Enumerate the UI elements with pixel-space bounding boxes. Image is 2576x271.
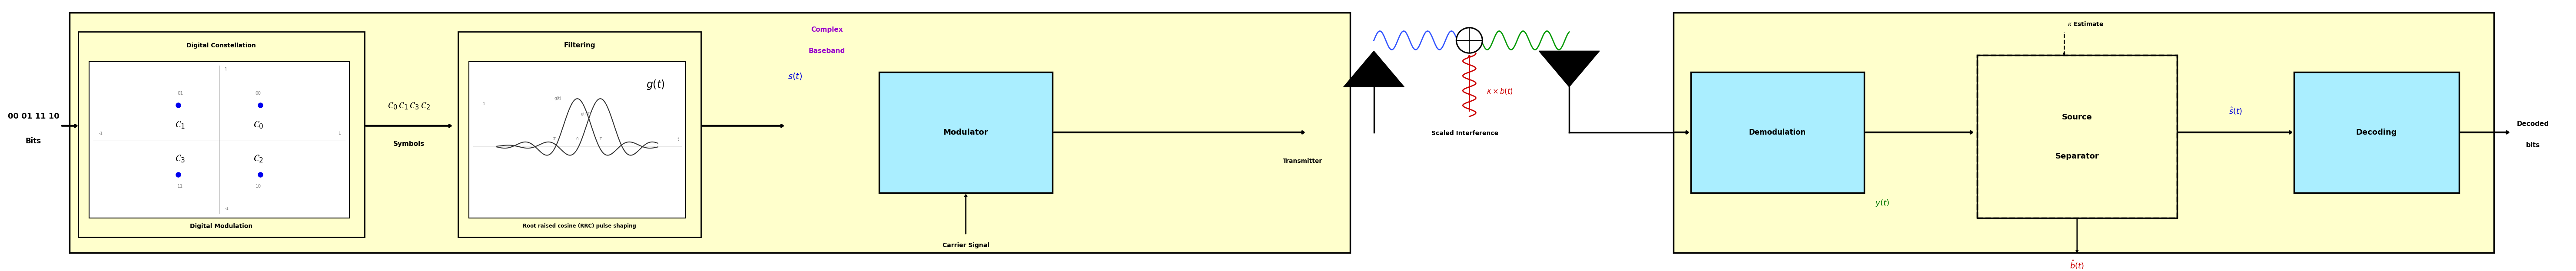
Text: Baseband: Baseband: [809, 48, 845, 54]
Text: Root raised cosine (RRC) pulse shaping: Root raised cosine (RRC) pulse shaping: [523, 223, 636, 229]
Text: g(t): g(t): [554, 96, 562, 100]
Text: Modulator: Modulator: [943, 128, 989, 136]
Text: Digital Constellation: Digital Constellation: [185, 42, 255, 49]
Text: $\mathcal{C}_2$: $\mathcal{C}_2$: [252, 154, 263, 164]
FancyBboxPatch shape: [2295, 72, 2460, 193]
Text: $\hat{s}(t)$: $\hat{s}(t)$: [2228, 106, 2241, 116]
Text: -T: -T: [554, 137, 556, 141]
Text: g(t-T): g(t-T): [580, 112, 592, 116]
FancyBboxPatch shape: [459, 32, 701, 237]
Text: -1: -1: [98, 131, 103, 136]
Polygon shape: [1345, 51, 1404, 87]
Text: -1: -1: [224, 207, 229, 211]
Text: Source: Source: [2061, 113, 2092, 121]
Text: 00: 00: [255, 91, 260, 95]
FancyBboxPatch shape: [469, 62, 685, 218]
Text: $s(t)$: $s(t)$: [788, 72, 801, 81]
Text: 01: 01: [178, 91, 183, 95]
Polygon shape: [1538, 51, 1600, 87]
FancyBboxPatch shape: [1674, 12, 2494, 253]
Text: $\mathcal{C}_0$: $\mathcal{C}_0$: [252, 120, 263, 130]
Text: Transmitter: Transmitter: [1283, 158, 1321, 164]
Text: 00 01 11 10: 00 01 11 10: [8, 113, 59, 120]
Text: Decoded: Decoded: [2517, 121, 2550, 127]
Text: Scaled Interference: Scaled Interference: [1432, 130, 1499, 137]
Text: Filtering: Filtering: [564, 42, 595, 49]
Text: Symbols: Symbols: [394, 141, 425, 147]
Text: bits: bits: [2527, 142, 2540, 148]
Text: Bits: Bits: [26, 137, 41, 145]
FancyBboxPatch shape: [90, 62, 350, 218]
Text: Digital Modulation: Digital Modulation: [191, 223, 252, 229]
FancyBboxPatch shape: [878, 72, 1054, 193]
FancyBboxPatch shape: [1978, 55, 2177, 218]
Text: Separator: Separator: [2056, 152, 2099, 160]
Text: $g(t)$: $g(t)$: [647, 79, 665, 91]
Text: Complex: Complex: [811, 27, 842, 33]
FancyBboxPatch shape: [77, 32, 366, 237]
Text: $\kappa \times b(t)$: $\kappa \times b(t)$: [1486, 87, 1512, 95]
Text: $\mathcal{C}_3$: $\mathcal{C}_3$: [175, 154, 185, 164]
Text: $\mathcal{C}_0\,\mathcal{C}_1\,\mathcal{C}_3\,\mathcal{C}_2$: $\mathcal{C}_0\,\mathcal{C}_1\,\mathcal{…: [389, 101, 430, 111]
Text: Demodulation: Demodulation: [1749, 128, 1806, 136]
Text: $\kappa$ Estimate: $\kappa$ Estimate: [2069, 21, 2105, 28]
FancyBboxPatch shape: [70, 12, 1350, 253]
Text: Carrier Signal: Carrier Signal: [943, 243, 989, 249]
Text: $\mathcal{C}_1$: $\mathcal{C}_1$: [175, 120, 185, 130]
Text: $\hat{b}(t)$: $\hat{b}(t)$: [2071, 259, 2084, 270]
Text: 11: 11: [178, 184, 183, 189]
Text: 10: 10: [255, 184, 260, 189]
FancyBboxPatch shape: [1690, 72, 1865, 193]
Text: Decoding: Decoding: [2357, 128, 2398, 136]
Text: $y(t)$: $y(t)$: [1875, 198, 1888, 208]
